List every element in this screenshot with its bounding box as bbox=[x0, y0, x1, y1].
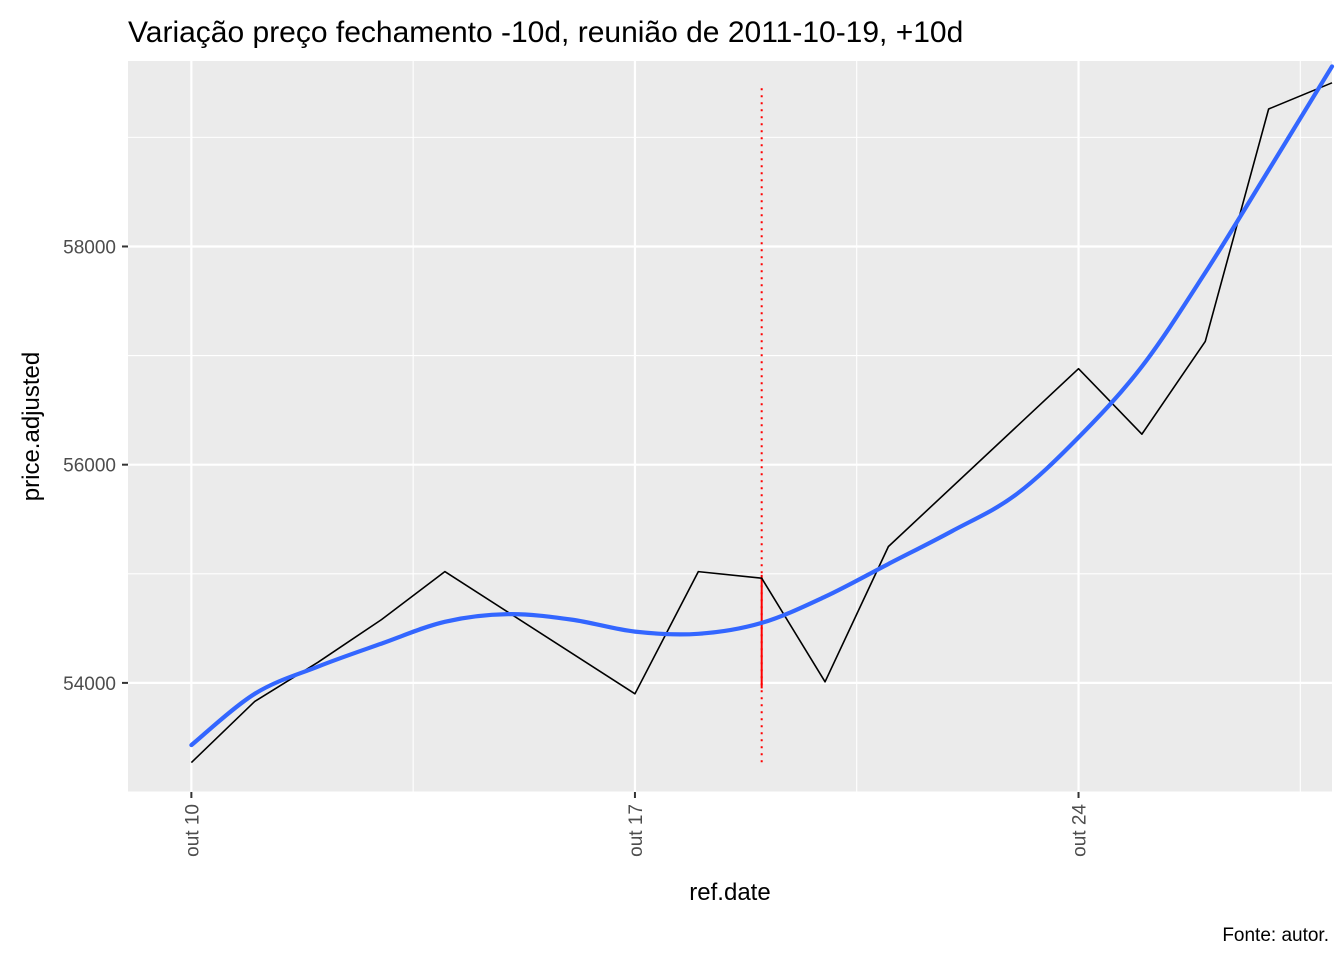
y-tick-label: 58000 bbox=[63, 237, 116, 258]
y-tick-label: 54000 bbox=[63, 674, 116, 695]
minor-gridlines bbox=[128, 61, 1332, 793]
series-lines bbox=[189, 64, 1335, 764]
y-tick-label: 56000 bbox=[63, 456, 116, 477]
major-gridlines bbox=[128, 61, 1332, 792]
chart-title: Variação preço fechamento -10d, reunião … bbox=[128, 16, 963, 49]
x-tick-label: out 10 bbox=[182, 804, 203, 857]
y-axis-title: price.adjusted bbox=[18, 352, 45, 501]
price-series-line bbox=[190, 82, 1333, 764]
x-tick-label: out 24 bbox=[1070, 804, 1091, 857]
axes: 54000 56000 58000 out 10 out 17 out 24 bbox=[63, 237, 1090, 856]
smooth-series-line bbox=[189, 64, 1335, 748]
x-axis-title: ref.date bbox=[689, 879, 770, 906]
x-tick-label: out 17 bbox=[626, 804, 647, 857]
chart-caption: Fonte: autor. bbox=[1222, 925, 1329, 946]
plot-panel bbox=[128, 61, 1332, 792]
